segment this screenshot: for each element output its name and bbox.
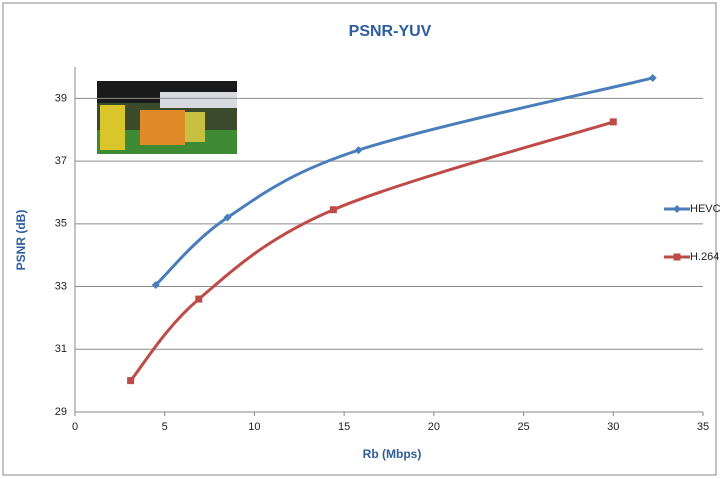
y-tick-label: 33 xyxy=(55,280,67,292)
x-tick-label: 10 xyxy=(248,421,260,433)
y-tick-label: 29 xyxy=(55,406,67,418)
legend-marker xyxy=(674,254,681,261)
legend-label: H.264 xyxy=(690,251,719,263)
y-tick-label: 35 xyxy=(55,218,67,230)
x-tick-label: 30 xyxy=(607,421,619,433)
x-tick-label: 15 xyxy=(338,421,350,433)
x-tick-label: 5 xyxy=(162,421,168,433)
y-axis-title: PSNR (dB) xyxy=(14,210,28,271)
thumbnail-photo xyxy=(97,81,237,154)
y-tick-label: 31 xyxy=(55,343,67,355)
data-point xyxy=(330,206,337,213)
y-tick-label: 39 xyxy=(55,92,67,104)
chart: PSNR-YUV Rb (Mbps) PSNR (dB) 29 31 33 35 37 3… xyxy=(0,0,720,479)
x-tick-label: 20 xyxy=(428,421,440,433)
y-tick-label: 37 xyxy=(55,155,67,167)
chart-title: PSNR-YUV xyxy=(349,23,432,40)
x-tick-label: 25 xyxy=(517,421,529,433)
data-point xyxy=(610,118,617,125)
chart-border xyxy=(3,3,716,475)
legend-label: HEVC xyxy=(690,203,720,215)
x-tick-label: 0 xyxy=(72,421,78,433)
data-point xyxy=(195,296,202,303)
x-axis-title: Rb (Mbps) xyxy=(363,447,422,461)
x-tick-label: 35 xyxy=(697,421,709,433)
data-point xyxy=(127,377,134,384)
